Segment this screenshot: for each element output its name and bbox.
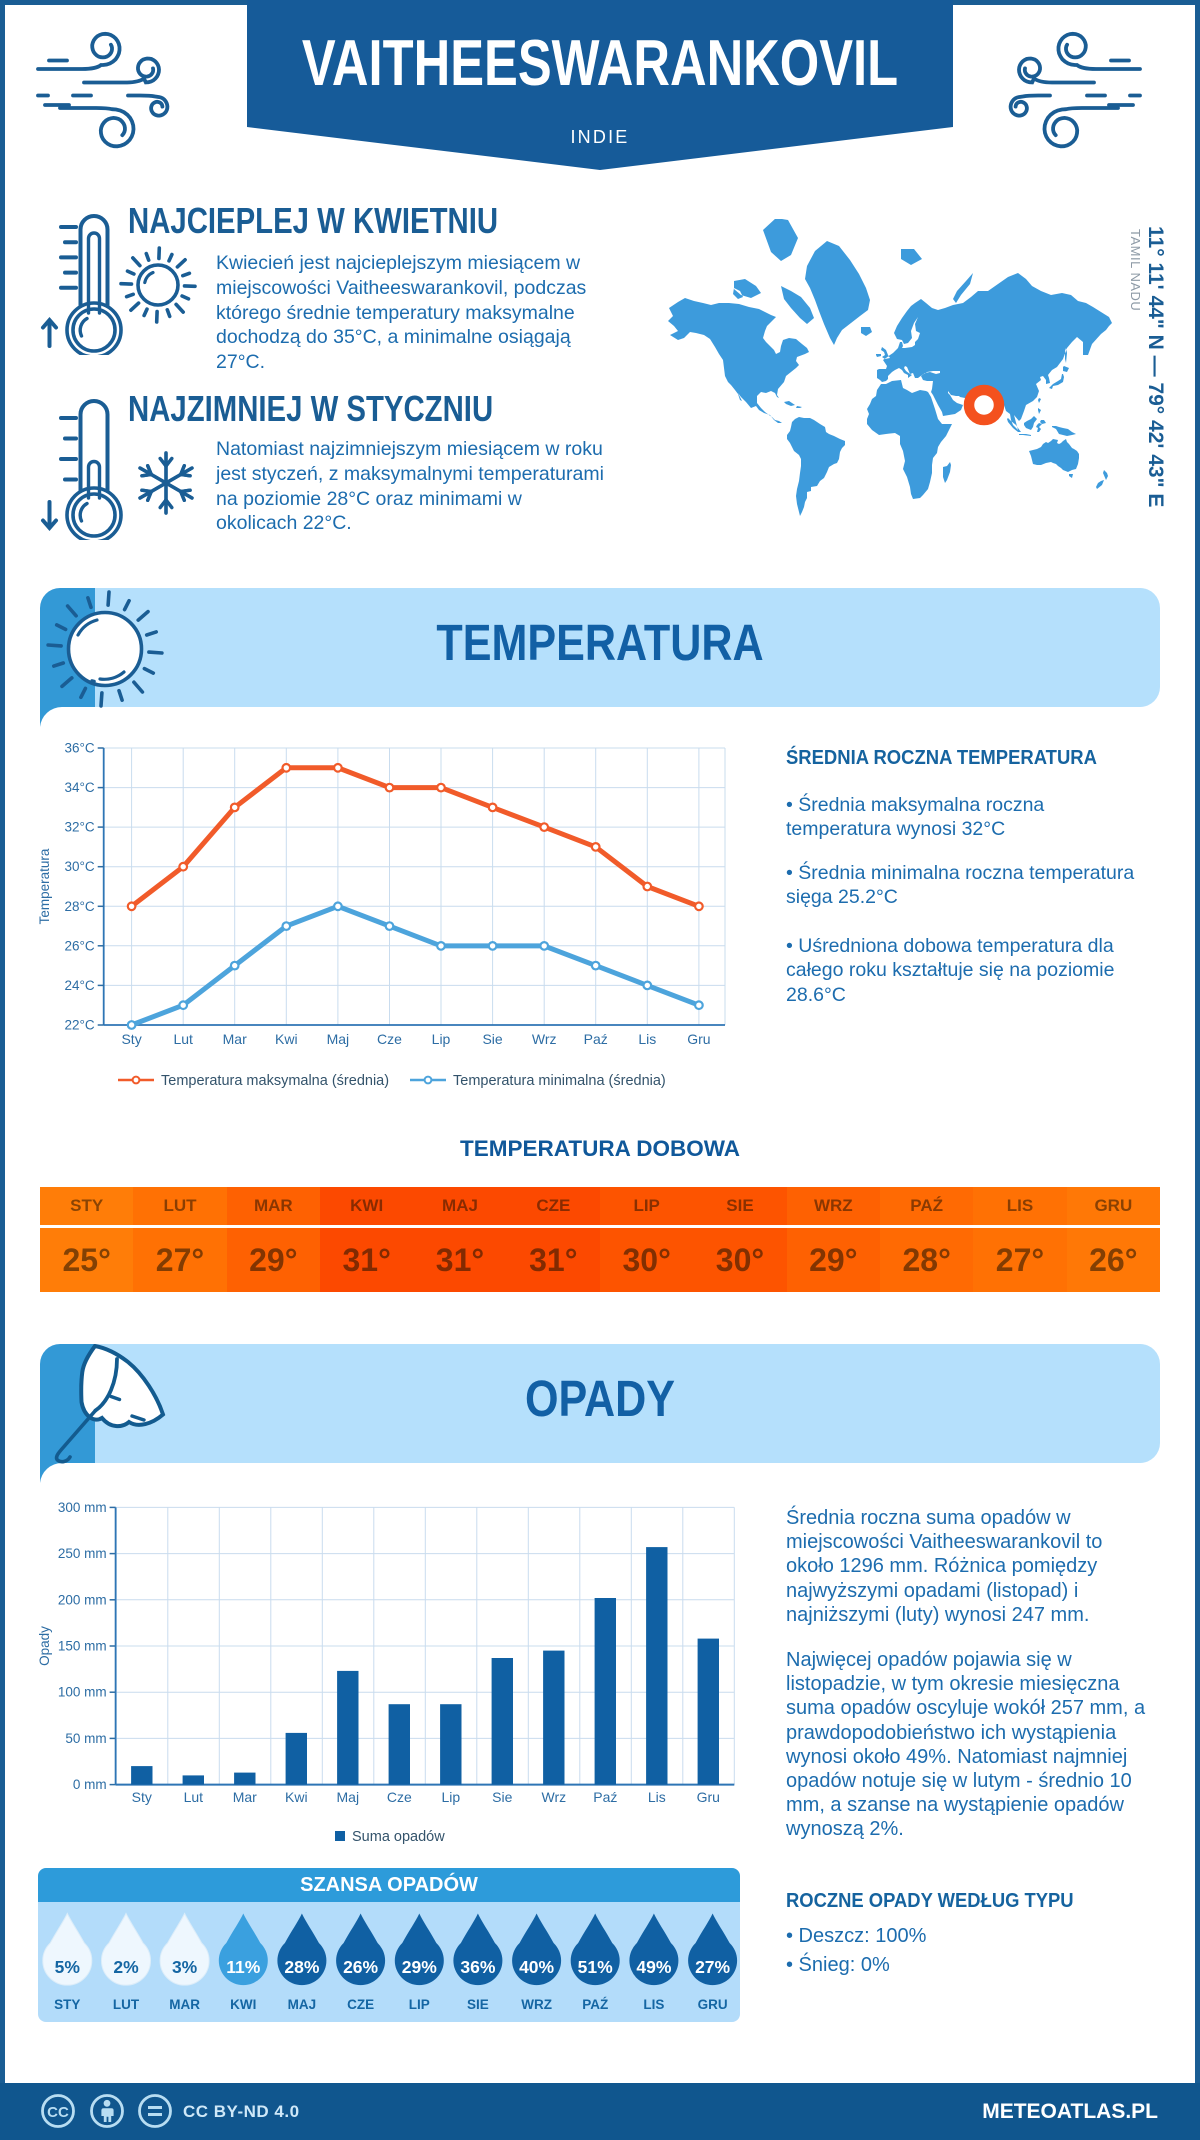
svg-text:WRZ: WRZ: [521, 1997, 552, 2012]
svg-text:CZE: CZE: [347, 1997, 374, 2012]
svg-text:Cze: Cze: [377, 1031, 402, 1047]
svg-text:CC: CC: [47, 2104, 69, 2121]
svg-text:100 mm: 100 mm: [58, 1685, 107, 1700]
svg-text:200 mm: 200 mm: [58, 1592, 107, 1607]
svg-text:LIS: LIS: [643, 1997, 664, 2012]
svg-text:LIP: LIP: [409, 1997, 430, 2012]
svg-text:28°C: 28°C: [65, 899, 95, 914]
svg-text:Lis: Lis: [638, 1031, 656, 1047]
svg-text:49%: 49%: [636, 1957, 671, 1977]
svg-text:Sty: Sty: [121, 1031, 141, 1047]
svg-text:Cze: Cze: [387, 1789, 412, 1805]
svg-text:Sty: Sty: [132, 1789, 152, 1805]
svg-text:Mar: Mar: [223, 1031, 247, 1047]
svg-text:MAJ: MAJ: [288, 1997, 317, 2012]
svg-text:Temperatura maksymalna (średni: Temperatura maksymalna (średnia): [161, 1073, 389, 1089]
svg-text:3%: 3%: [172, 1957, 198, 1977]
svg-text:300 mm: 300 mm: [58, 1500, 107, 1515]
svg-text:Maj: Maj: [327, 1031, 350, 1047]
svg-text:GRU: GRU: [698, 1997, 728, 2012]
svg-text:5%: 5%: [55, 1957, 81, 1977]
svg-text:Lip: Lip: [441, 1789, 460, 1805]
svg-text:40%: 40%: [519, 1957, 554, 1977]
svg-text:Temperatura minimalna (średnia: Temperatura minimalna (średnia): [453, 1073, 666, 1089]
svg-text:Sie: Sie: [482, 1031, 502, 1047]
svg-text:Sie: Sie: [492, 1789, 512, 1805]
svg-text:2%: 2%: [113, 1957, 139, 1977]
svg-text:Wrz: Wrz: [541, 1789, 566, 1805]
svg-text:34°C: 34°C: [65, 780, 95, 795]
svg-text:Lut: Lut: [184, 1789, 204, 1805]
svg-text:STY: STY: [54, 1997, 80, 2012]
svg-text:Maj: Maj: [337, 1789, 360, 1805]
svg-text:Suma opadów: Suma opadów: [352, 1829, 445, 1845]
svg-text:Gru: Gru: [697, 1789, 720, 1805]
svg-text:Gru: Gru: [687, 1031, 710, 1047]
svg-text:MAR: MAR: [169, 1997, 200, 2012]
svg-text:26°C: 26°C: [65, 938, 95, 953]
svg-text:Lis: Lis: [648, 1789, 666, 1805]
svg-text:24°C: 24°C: [65, 978, 95, 993]
svg-text:Temperatura: Temperatura: [38, 848, 52, 924]
svg-text:Kwi: Kwi: [275, 1031, 298, 1047]
svg-text:Mar: Mar: [233, 1789, 257, 1805]
svg-text:22°C: 22°C: [65, 1018, 95, 1033]
svg-text:36°C: 36°C: [65, 741, 95, 756]
svg-text:Lut: Lut: [173, 1031, 193, 1047]
svg-text:Opady: Opady: [38, 1626, 52, 1666]
svg-text:27%: 27%: [695, 1957, 730, 1977]
svg-text:11%: 11%: [226, 1957, 260, 1977]
svg-text:Paź: Paź: [584, 1031, 608, 1047]
svg-text:30°C: 30°C: [65, 859, 95, 874]
svg-text:29%: 29%: [402, 1957, 437, 1977]
svg-text:0 mm: 0 mm: [73, 1777, 107, 1792]
svg-text:250 mm: 250 mm: [58, 1546, 107, 1561]
svg-text:26%: 26%: [343, 1957, 378, 1977]
svg-text:Wrz: Wrz: [532, 1031, 557, 1047]
svg-text:28%: 28%: [284, 1957, 319, 1977]
svg-text:50 mm: 50 mm: [65, 1731, 106, 1746]
svg-text:51%: 51%: [578, 1957, 613, 1977]
svg-text:36%: 36%: [460, 1957, 495, 1977]
svg-text:150 mm: 150 mm: [58, 1639, 107, 1654]
svg-text:32°C: 32°C: [65, 820, 95, 835]
svg-text:LUT: LUT: [113, 1997, 140, 2012]
svg-text:Lip: Lip: [432, 1031, 451, 1047]
svg-text:SIE: SIE: [467, 1997, 489, 2012]
svg-text:KWI: KWI: [230, 1997, 256, 2012]
svg-text:PAŹ: PAŹ: [582, 1997, 608, 2012]
svg-text:Kwi: Kwi: [285, 1789, 308, 1805]
svg-text:Paź: Paź: [593, 1789, 617, 1805]
